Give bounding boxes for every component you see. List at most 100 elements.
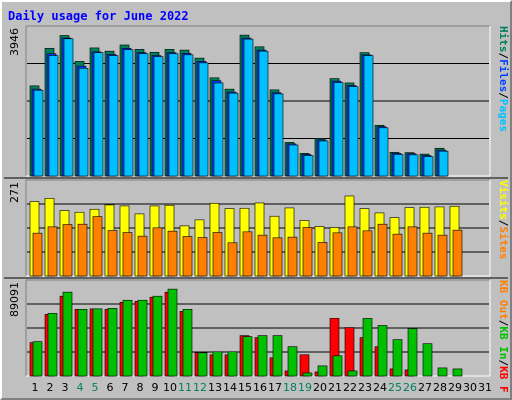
bar-kbin <box>212 351 223 377</box>
legend-entry: Sites <box>497 226 510 259</box>
bar-pages <box>288 144 299 177</box>
bar-pages <box>78 68 89 177</box>
bar-pages <box>363 55 374 177</box>
bar-sites <box>62 224 73 277</box>
bar-sites <box>287 236 298 277</box>
x-tick-label: 27 <box>418 381 432 394</box>
bar-pages <box>333 82 344 177</box>
x-tick-label: 18 <box>283 381 297 394</box>
bar-kbin <box>407 328 418 377</box>
bar-kbin <box>422 343 433 377</box>
bar-pages <box>303 155 314 177</box>
x-tick-label: 11 <box>178 381 192 394</box>
bar-kbin <box>332 355 343 377</box>
bar-kbin <box>152 295 163 377</box>
bar-sites <box>377 223 388 277</box>
bar-pages <box>138 53 149 177</box>
bar-sites <box>47 226 58 277</box>
bar-sites <box>302 227 313 277</box>
bar-sites <box>197 237 208 277</box>
bar-pages <box>183 54 194 177</box>
x-tick-label: 7 <box>122 381 129 394</box>
bar-kbin <box>32 341 43 377</box>
bar-sites <box>152 227 163 277</box>
bar-pages <box>108 55 119 177</box>
x-tick-label: 29 <box>448 381 462 394</box>
bar-kbin <box>77 309 88 377</box>
bar-sites <box>422 232 433 277</box>
bar-sites <box>77 223 88 277</box>
bar-pages <box>258 50 269 177</box>
bar-kbin <box>62 291 73 377</box>
legend-entry: Hits <box>497 26 510 53</box>
bar-sites <box>92 216 103 277</box>
bar-sites <box>272 237 283 277</box>
legend-entry: / <box>497 53 510 60</box>
x-tick-label: 24 <box>373 381 387 394</box>
bar-kbin <box>182 309 193 377</box>
bar-sites <box>452 229 463 277</box>
x-tick-label: 23 <box>358 381 372 394</box>
x-tick-label: 3 <box>62 381 69 394</box>
bar-sites <box>407 226 418 277</box>
x-tick-label: 17 <box>268 381 282 394</box>
bar-sites <box>362 230 373 277</box>
x-tick-label: 16 <box>253 381 267 394</box>
bar-kbin <box>302 372 313 377</box>
x-tick-label: 30 <box>463 381 477 394</box>
bar-kbin <box>92 308 103 377</box>
x-tick-label: 2 <box>47 381 54 394</box>
bar-pages <box>153 56 164 177</box>
legend-entry: / <box>497 220 510 227</box>
bar-sites <box>212 232 223 277</box>
bar-sites <box>137 235 148 277</box>
bar-sites <box>332 232 343 277</box>
x-tick-label: 5 <box>92 381 99 394</box>
legend-entry: Files <box>497 59 510 92</box>
bar-kbin <box>137 299 148 377</box>
bar-sites <box>122 232 133 277</box>
bar-kbf <box>344 327 355 377</box>
bar-kbin <box>167 288 178 377</box>
x-tick-label: 22 <box>343 381 357 394</box>
x-tick-label: 31 <box>478 381 492 394</box>
x-tick-label: 25 <box>388 381 402 394</box>
bar-kbin <box>242 336 253 377</box>
bar-pages <box>378 127 389 177</box>
x-tick-label: 1 <box>32 381 39 394</box>
bar-pages <box>198 62 209 177</box>
x-tick-label: 20 <box>313 381 327 394</box>
bar-kbin <box>107 308 118 377</box>
bar-kbin <box>437 367 448 377</box>
bar-sites <box>347 226 358 277</box>
legend-entry: Visits <box>497 180 510 220</box>
bar-pages <box>213 82 224 177</box>
bar-sites <box>317 242 328 277</box>
bar-kbin <box>197 352 208 377</box>
bar-sites <box>392 233 403 277</box>
bar-sites <box>257 234 268 277</box>
x-tick-label: 19 <box>298 381 312 394</box>
bar-kbin <box>377 325 388 377</box>
legend-entry: / <box>497 320 510 327</box>
bar-kbin <box>452 368 463 377</box>
y-max-label: 3946 <box>8 28 21 56</box>
x-tick-label: 14 <box>223 381 237 394</box>
y-max-label: 89091 <box>8 282 21 317</box>
legend-kb-in-out: KB Out/KB In/KB F <box>497 280 510 393</box>
x-tick-label: 6 <box>107 381 114 394</box>
bar-pages <box>408 154 419 177</box>
bar-kbin <box>362 318 373 377</box>
x-tick-label: 9 <box>152 381 159 394</box>
x-tick-label: 28 <box>433 381 447 394</box>
bar-pages <box>393 154 404 177</box>
legend-entry: KB In <box>497 326 510 359</box>
bar-kbin <box>227 351 238 377</box>
legend-visits-sites: Visits/Sites <box>497 180 510 260</box>
bar-kbin <box>347 370 358 377</box>
x-tick-label: 13 <box>208 381 222 394</box>
bar-pages <box>243 38 254 177</box>
bar-sites <box>107 230 118 277</box>
y-max-label: 271 <box>8 182 21 203</box>
